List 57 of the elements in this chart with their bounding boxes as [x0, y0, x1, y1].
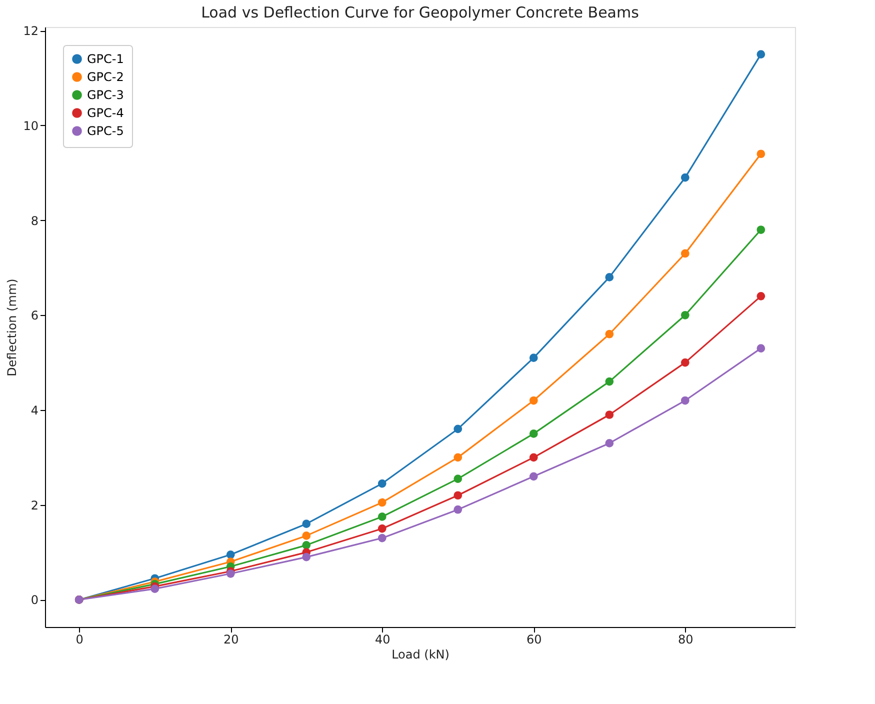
point	[302, 552, 311, 562]
point	[454, 505, 462, 514]
point	[378, 498, 386, 507]
point	[605, 377, 614, 386]
y-tick-label: 10	[23, 118, 38, 133]
point	[756, 50, 766, 58]
point	[680, 358, 690, 367]
point	[302, 541, 311, 550]
legend-label: GPC-5	[87, 124, 124, 138]
y-tick-label: 2	[30, 498, 38, 512]
y-tick-label: 6	[30, 308, 38, 323]
point	[454, 424, 462, 434]
point	[756, 150, 766, 158]
x-tick-label: 20	[223, 632, 239, 646]
y-tick-label: 4	[30, 404, 38, 418]
point	[756, 226, 766, 234]
legend-label: GPC-3	[87, 88, 124, 102]
point	[605, 410, 614, 419]
point	[756, 292, 766, 300]
x-tick-label: 60	[526, 632, 542, 646]
y-tick-label: 0	[30, 593, 38, 608]
point	[302, 520, 311, 528]
point	[529, 354, 538, 362]
point	[378, 479, 386, 488]
y-tick-label: 8	[30, 214, 38, 228]
point	[529, 396, 538, 405]
point	[605, 273, 614, 282]
x-tick-label: 40	[374, 632, 390, 646]
point	[529, 472, 538, 481]
point	[605, 330, 614, 338]
point	[680, 249, 690, 258]
point	[605, 439, 614, 448]
point	[302, 532, 311, 540]
y-tick-label: 12	[23, 24, 38, 38]
point	[454, 474, 462, 483]
point	[454, 453, 462, 462]
x-axis-title: Load (kN)	[392, 648, 450, 662]
point	[378, 534, 386, 542]
point	[529, 453, 538, 462]
legend-label: GPC-2	[87, 70, 124, 84]
legend-label: GPC-1	[87, 52, 124, 66]
point	[680, 173, 690, 182]
y-axis-title: Deflection (mm)	[5, 278, 20, 376]
point	[150, 584, 160, 593]
point	[378, 524, 386, 533]
point	[378, 512, 386, 521]
chart-title: Load vs Deflection Curve for Geopolymer Concrete Beams	[201, 4, 640, 22]
point	[680, 396, 690, 405]
point	[529, 430, 538, 438]
point	[454, 491, 462, 500]
point	[226, 569, 235, 578]
point	[680, 310, 690, 320]
point	[756, 344, 766, 353]
legend-label: GPC-4	[87, 106, 124, 120]
point	[226, 550, 235, 559]
x-tick-label: 0	[76, 632, 84, 646]
x-tick-label: 80	[678, 632, 694, 646]
